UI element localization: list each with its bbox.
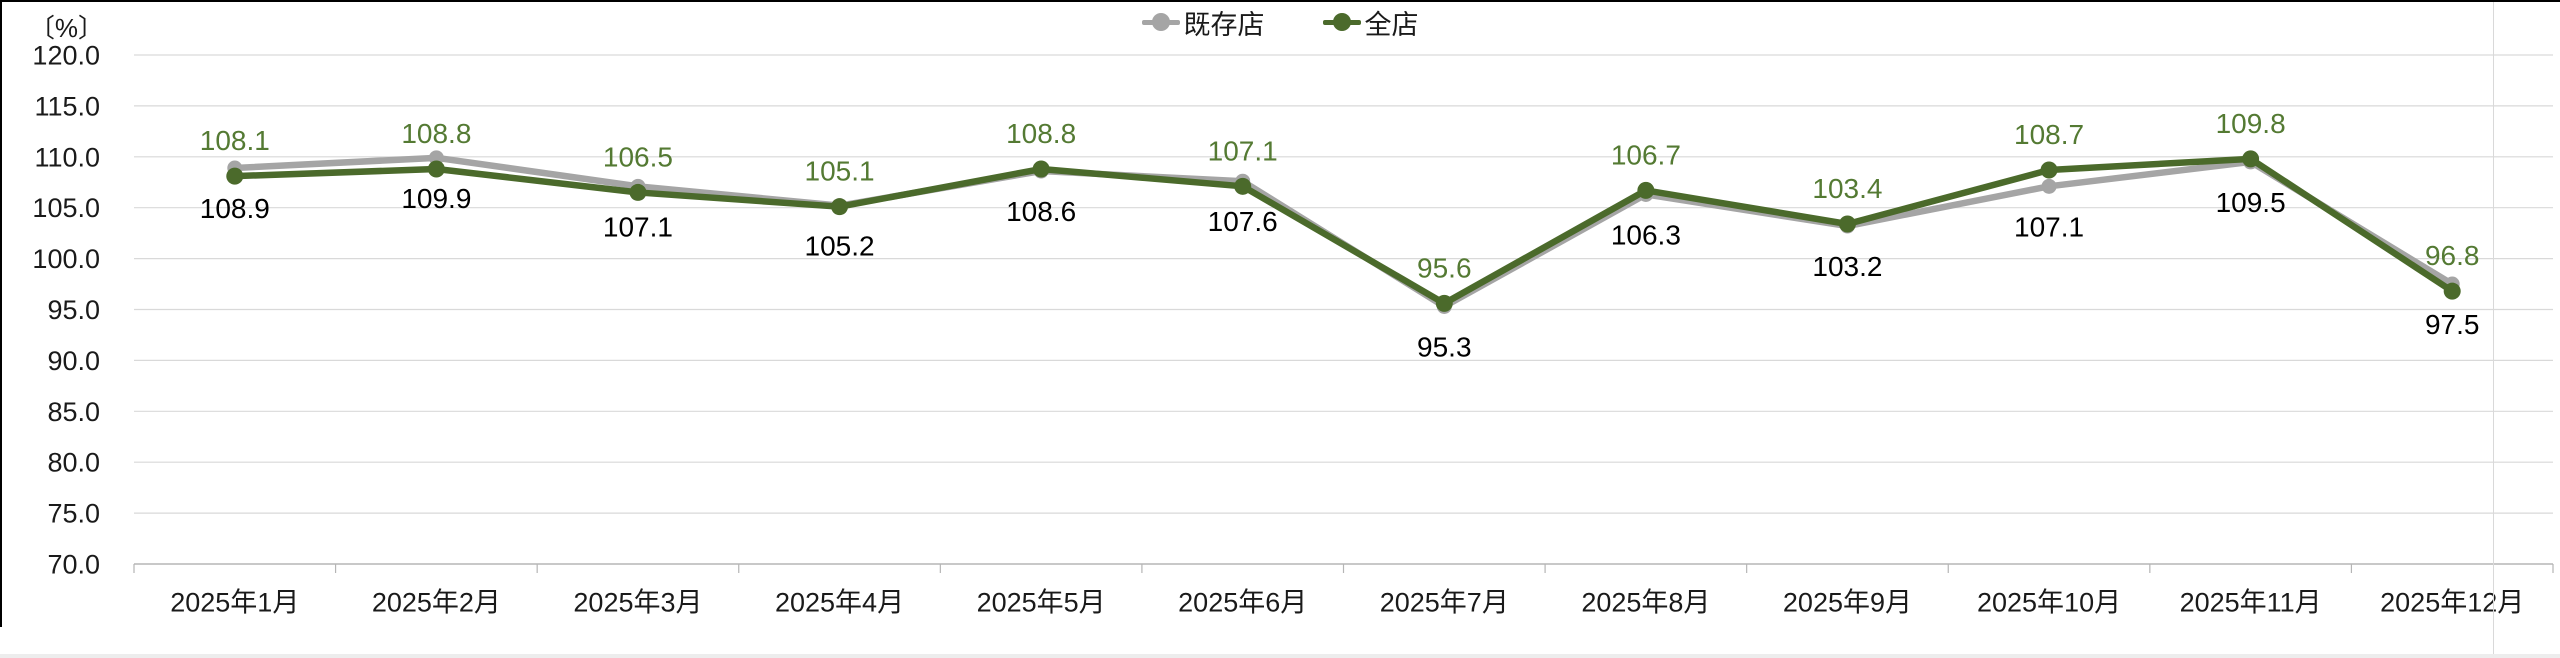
y-tick-label: 70.0: [47, 550, 100, 580]
y-tick-label: 80.0: [47, 448, 100, 478]
data-label-all-stores: 109.8: [2216, 108, 2286, 139]
data-label-all-stores: 105.1: [805, 156, 875, 187]
x-tick-label: 2025年5月: [977, 588, 1106, 618]
x-tick-label: 2025年4月: [775, 588, 904, 618]
legend-item-existing-stores: 既存店: [1141, 3, 1265, 42]
data-label-all-stores: 108.8: [1006, 118, 1076, 149]
frame-left-border: [0, 0, 2, 627]
legend-marker-dot-icon: [1332, 13, 1351, 31]
y-tick-label: 105.0: [32, 193, 100, 223]
data-label-existing-stores: 95.3: [1417, 331, 1472, 362]
data-label-all-stores: 107.1: [1208, 135, 1278, 166]
x-tick-label: 2025年9月: [1783, 588, 1912, 618]
data-point-all-stores: [2443, 282, 2461, 300]
data-label-all-stores: 106.5: [603, 141, 673, 172]
data-label-existing-stores: 109.9: [401, 183, 471, 214]
data-point-all-stores: [427, 160, 445, 178]
y-tick-label: 90.0: [47, 346, 100, 376]
data-label-all-stores: 96.8: [2425, 240, 2480, 271]
x-tick-label: 2025年6月: [1178, 588, 1307, 618]
data-label-existing-stores: 103.2: [1812, 251, 1882, 282]
x-tick-label: 2025年2月: [372, 588, 501, 618]
legend-marker-all-stores: [1322, 13, 1361, 31]
y-tick-label: 85.0: [47, 397, 100, 427]
series-line-existing-stores: [231, 154, 2456, 310]
y-tick-label: 95.0: [47, 295, 100, 325]
data-label-existing-stores: 107.1: [603, 211, 673, 242]
data-label-existing-stores: 106.3: [1611, 219, 1681, 250]
frame-top-border: [0, 0, 2560, 2]
legend-label-existing-stores: 既存店: [1183, 9, 1265, 40]
data-point-all-stores: [1637, 181, 1655, 199]
legend-marker-dot-icon: [1151, 13, 1170, 31]
x-tick-label: 2025年8月: [1581, 588, 1710, 618]
y-axis-unit-label: 〔%〕: [28, 13, 104, 43]
x-tick-label: 2025年1月: [170, 588, 299, 618]
data-point-all-stores: [629, 183, 647, 201]
legend-item-all-stores: 全店: [1322, 3, 1419, 42]
x-tick-label: 2025年11月: [2180, 588, 2322, 618]
x-tick-label: 2025年12月: [2380, 588, 2524, 618]
data-label-existing-stores: 107.1: [2014, 211, 2084, 242]
data-label-all-stores: 103.4: [1812, 173, 1882, 204]
data-point-all-stores: [2040, 161, 2058, 179]
data-point-all-stores: [226, 167, 244, 185]
data-label-all-stores: 95.6: [1417, 252, 1472, 283]
y-tick-label: 100.0: [32, 244, 100, 274]
data-label-existing-stores: 97.5: [2425, 309, 2480, 340]
data-point-all-stores: [831, 198, 849, 216]
data-label-existing-stores: 107.6: [1208, 206, 1278, 237]
data-label-existing-stores: 105.2: [805, 231, 875, 262]
y-tick-label: 110.0: [34, 142, 100, 172]
data-label-existing-stores: 109.5: [2216, 187, 2286, 218]
data-label-existing-stores: 108.9: [200, 193, 270, 224]
legend-marker-existing-stores: [1141, 13, 1180, 31]
y-tick-label: 120.0: [32, 41, 100, 71]
data-point-all-stores: [1838, 215, 1856, 233]
data-label-all-stores: 106.7: [1611, 139, 1681, 170]
legend-label-all-stores: 全店: [1364, 9, 1419, 40]
data-label-existing-stores: 108.6: [1006, 196, 1076, 227]
data-point-existing-stores: [2041, 178, 2057, 194]
data-point-all-stores: [1234, 177, 1252, 195]
bottom-edge-strip: [0, 654, 2560, 658]
series-line-all-stores: [231, 155, 2456, 307]
legend: 既存店 全店: [0, 2, 2560, 42]
y-tick-label: 75.0: [47, 499, 100, 529]
x-tick-label: 2025年3月: [573, 588, 702, 618]
data-label-all-stores: 108.7: [2014, 119, 2084, 150]
data-point-all-stores: [1032, 160, 1050, 178]
y-tick-label: 115.0: [34, 91, 100, 121]
x-tick-label: 2025年7月: [1380, 588, 1509, 618]
data-point-all-stores: [2242, 150, 2260, 168]
column-divider-line: [2493, 2, 2494, 654]
data-point-all-stores: [1435, 294, 1453, 312]
data-label-all-stores: 108.1: [200, 125, 270, 156]
data-label-all-stores: 108.8: [401, 118, 471, 149]
x-tick-label: 2025年10月: [1977, 588, 2121, 618]
